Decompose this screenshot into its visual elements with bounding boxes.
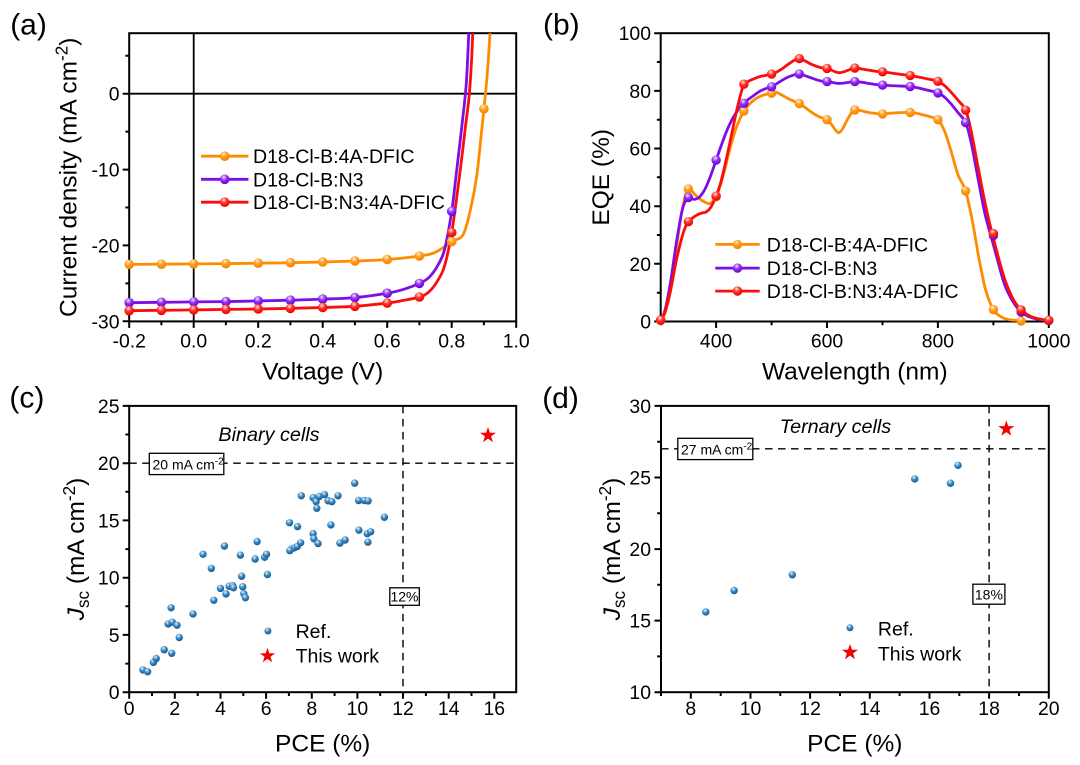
svg-text:800: 800 (922, 331, 955, 353)
svg-text:10: 10 (98, 568, 120, 590)
svg-text:400: 400 (700, 331, 733, 353)
svg-text:0: 0 (109, 682, 120, 704)
svg-text:12%: 12% (390, 589, 418, 605)
svg-text:0: 0 (109, 84, 120, 106)
svg-text:Ref.: Ref. (878, 619, 914, 641)
svg-text:This work: This work (878, 644, 962, 666)
svg-text:Voltage (V): Voltage (V) (262, 358, 383, 385)
svg-text:Current density (mA cm-2): Current density (mA cm-2) (53, 38, 83, 317)
svg-text:6: 6 (261, 698, 272, 720)
svg-text:(c): (c) (9, 382, 44, 415)
svg-text:Binary cells: Binary cells (218, 424, 319, 446)
svg-text:-20: -20 (91, 235, 119, 257)
svg-text:20: 20 (98, 453, 120, 475)
svg-text:(d): (d) (542, 382, 579, 415)
svg-text:5: 5 (109, 625, 120, 647)
svg-text:40: 40 (629, 196, 651, 218)
svg-text:0.8: 0.8 (438, 331, 465, 353)
svg-text:D18-Cl-B:N3: D18-Cl-B:N3 (767, 258, 878, 280)
svg-text:PCE (%): PCE (%) (275, 730, 370, 757)
svg-text:60: 60 (629, 139, 651, 161)
svg-text:-30: -30 (91, 311, 119, 333)
svg-text:12: 12 (799, 698, 821, 720)
svg-text:20 mA cm-2: 20 mA cm-2 (153, 457, 225, 473)
svg-text:18%: 18% (975, 587, 1003, 603)
svg-text:Jsc (mA cm-2): Jsc (mA cm-2) (60, 478, 93, 622)
svg-text:Jsc (mA cm-2): Jsc (mA cm-2) (596, 478, 629, 622)
svg-text:18: 18 (978, 698, 1000, 720)
svg-text:8: 8 (685, 698, 696, 720)
svg-text:This work: This work (296, 645, 380, 667)
svg-text:20: 20 (1038, 698, 1060, 720)
svg-text:0: 0 (124, 698, 135, 720)
svg-text:600: 600 (811, 331, 844, 353)
svg-text:30: 30 (629, 396, 651, 418)
svg-text:1.0: 1.0 (503, 331, 530, 353)
svg-text:8: 8 (306, 698, 317, 720)
svg-text:1000: 1000 (1027, 331, 1070, 353)
svg-text:15: 15 (629, 611, 651, 633)
svg-text:Ternary cells: Ternary cells (780, 416, 892, 438)
svg-text:D18-Cl-B:4A-DFIC: D18-Cl-B:4A-DFIC (767, 234, 928, 256)
svg-text:Wavelength (nm): Wavelength (nm) (762, 358, 948, 385)
svg-text:25: 25 (629, 468, 651, 490)
svg-text:D18-Cl-B:4A-DFIC: D18-Cl-B:4A-DFIC (253, 146, 414, 168)
svg-text:D18-Cl-B:N3:4A-DFIC: D18-Cl-B:N3:4A-DFIC (253, 192, 445, 214)
svg-text:D18-Cl-B:N3:4A-DFIC: D18-Cl-B:N3:4A-DFIC (767, 281, 959, 303)
svg-text:4: 4 (215, 698, 226, 720)
svg-text:Ref.: Ref. (296, 621, 332, 643)
svg-text:EQE (%): EQE (%) (588, 129, 615, 226)
svg-text:0.6: 0.6 (374, 331, 401, 353)
svg-text:16: 16 (484, 698, 506, 720)
svg-text:-10: -10 (91, 160, 119, 182)
svg-text:20: 20 (629, 254, 651, 276)
svg-text:14: 14 (438, 698, 460, 720)
svg-text:-0.2: -0.2 (112, 331, 145, 353)
svg-text:25: 25 (98, 396, 120, 418)
svg-text:15: 15 (98, 510, 120, 532)
svg-text:100: 100 (619, 23, 652, 45)
svg-text:80: 80 (629, 81, 651, 103)
svg-text:12: 12 (392, 698, 414, 720)
svg-text:10: 10 (629, 682, 651, 704)
svg-text:10: 10 (347, 698, 369, 720)
svg-text:27 mA cm-2: 27 mA cm-2 (681, 442, 753, 458)
svg-text:16: 16 (919, 698, 941, 720)
svg-text:0.2: 0.2 (245, 331, 272, 353)
svg-text:10: 10 (740, 698, 762, 720)
svg-text:0.0: 0.0 (180, 331, 207, 353)
svg-text:14: 14 (859, 698, 881, 720)
svg-text:D18-Cl-B:N3: D18-Cl-B:N3 (253, 169, 364, 191)
svg-text:(a): (a) (10, 9, 47, 42)
svg-text:PCE (%): PCE (%) (807, 730, 902, 757)
svg-text:2: 2 (169, 698, 180, 720)
svg-text:(b): (b) (543, 9, 580, 42)
svg-text:20: 20 (629, 539, 651, 561)
svg-text:0.4: 0.4 (309, 331, 336, 353)
svg-text:0: 0 (640, 312, 651, 334)
